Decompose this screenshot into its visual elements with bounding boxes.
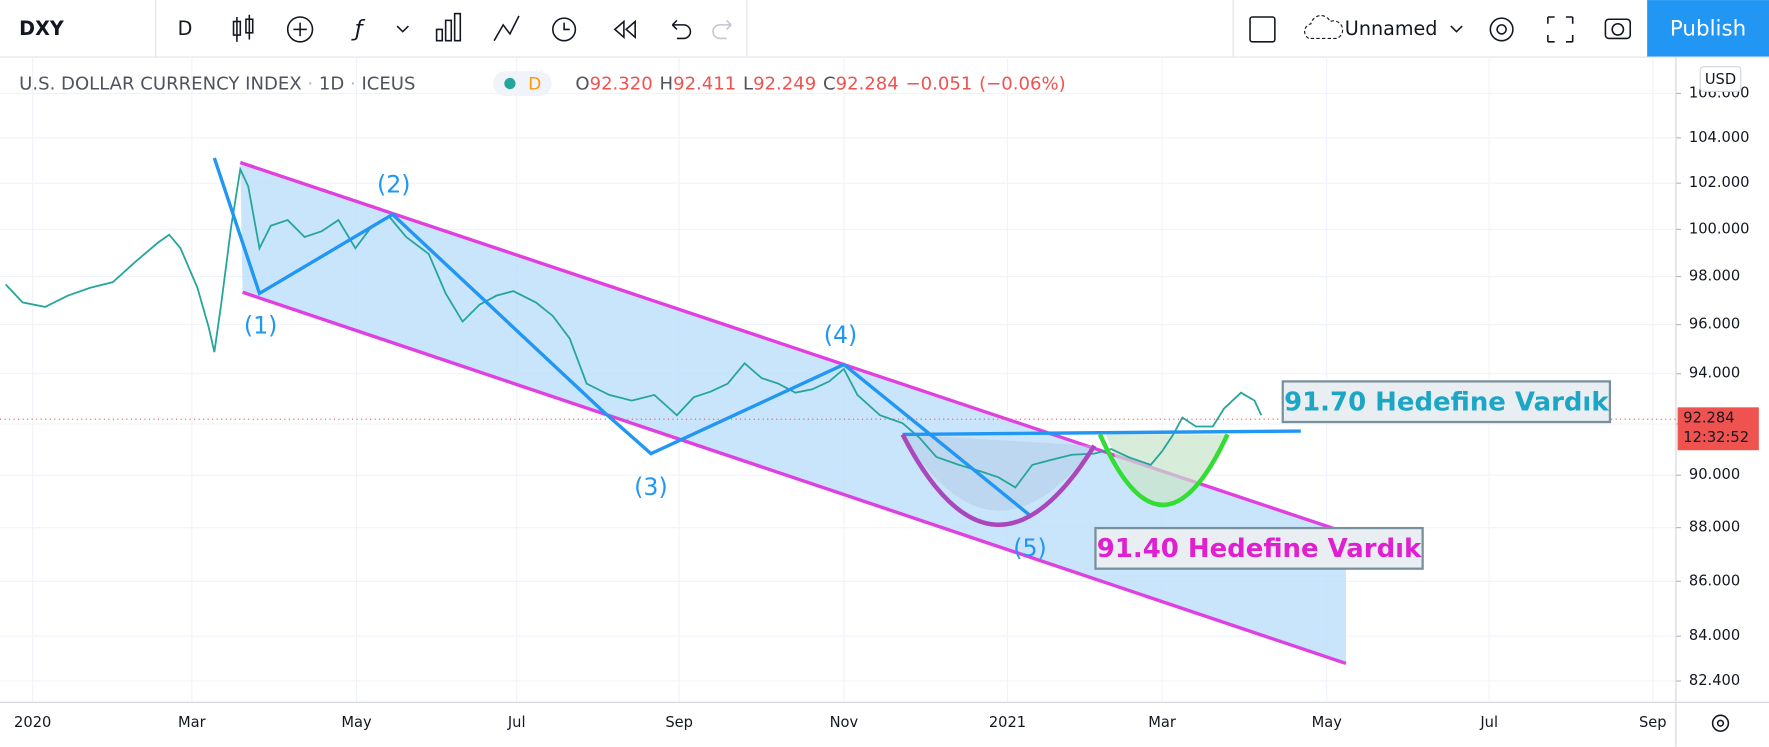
wave-label: (2) — [377, 171, 411, 199]
x-tick-label: Jul — [507, 714, 526, 731]
status-dot — [504, 77, 516, 90]
x-tick-label: Sep — [665, 714, 693, 731]
x-tick-label: 2021 — [989, 714, 1026, 731]
status-badge — [493, 71, 552, 96]
toolbar — [0, 0, 1769, 57]
cup-purple — [900, 433, 1097, 527]
y-tick-label: 100.000 — [1689, 220, 1750, 237]
wave-label: (4) — [824, 321, 858, 349]
x-tick-label: Mar — [178, 714, 207, 731]
replay-button[interactable] — [613, 19, 636, 40]
chart-settings-button[interactable] — [1711, 714, 1730, 732]
publish-button[interactable] — [1647, 0, 1769, 57]
publish-label[interactable]: Publish — [1670, 16, 1746, 41]
indicators-button[interactable]: ƒ — [351, 16, 366, 42]
y-tick-label: 104.000 — [1689, 129, 1750, 146]
x-tick-label: 2020 — [14, 714, 51, 731]
y-tick-label: 94.000 — [1689, 365, 1740, 382]
grid — [0, 57, 1676, 702]
countdown: 12:32:52 — [1683, 429, 1749, 446]
candle-type-button[interactable] — [232, 14, 254, 42]
wave-label: (5) — [1013, 534, 1047, 562]
x-tick-label: Mar — [1148, 714, 1177, 731]
y-tick-label: 90.000 — [1689, 466, 1740, 483]
price-axis: 82.40084.00086.00088.00090.00092.00094.0… — [1676, 84, 1750, 689]
currency-badge[interactable] — [1699, 66, 1742, 93]
badge-label: D — [528, 74, 541, 94]
alert-button[interactable] — [493, 15, 520, 42]
time-axis: 2020 Mar May Jul Sep Nov 2021 Mar May Jul Sep — [14, 714, 1667, 731]
cup-fill — [902, 434, 1095, 511]
interval-button[interactable]: D — [178, 17, 193, 40]
target-box — [1281, 380, 1612, 424]
channel-fill — [240, 162, 1346, 664]
dropdown[interactable] — [396, 25, 409, 33]
legend-name: U.S. DOLLAR CURRENCY INDEX · 1D · ICEUS — [19, 74, 415, 95]
last-price-box — [1677, 407, 1759, 451]
x-tick-label: Jul — [1479, 714, 1498, 731]
last-price: 92.284 — [1683, 410, 1734, 427]
templates-button[interactable] — [435, 12, 462, 42]
wave-label: (1) — [244, 312, 278, 340]
channel-lower — [242, 290, 1347, 666]
undo-button[interactable] — [671, 19, 692, 40]
symbol[interactable]: DXY — [19, 17, 65, 40]
y-tick-label: 82.400 — [1689, 672, 1740, 689]
target-box — [1094, 526, 1424, 570]
settings-button[interactable] — [1489, 17, 1514, 42]
cup-green — [1097, 433, 1230, 508]
neckline — [902, 429, 1301, 437]
x-tick-label: Nov — [830, 714, 859, 731]
fullscreen-button[interactable] — [1547, 16, 1574, 43]
dropdown[interactable] — [1450, 25, 1463, 33]
x-tick-label: May — [341, 714, 372, 731]
ohlc: O92.320 H92.411 L92.249 C92.284 −0.051 (−0.06… — [575, 74, 1065, 95]
cup-fill — [1105, 434, 1228, 505]
y-tick-label: 102.000 — [1689, 174, 1750, 191]
compare-button[interactable] — [286, 16, 314, 43]
wave-line — [212, 157, 1030, 516]
snapshot-button[interactable] — [1604, 18, 1632, 40]
price-trace — [4, 166, 1263, 489]
target-label: 91.70 Hedefine Vardık — [1284, 387, 1609, 417]
y-tick-label: 86.000 — [1689, 572, 1740, 589]
wave-label: (3) — [634, 473, 668, 501]
cloud-icon[interactable] — [1304, 15, 1344, 39]
x-tick-label: May — [1312, 714, 1343, 731]
replay-alarm[interactable] — [552, 17, 577, 42]
y-tick-label: 84.000 — [1689, 627, 1740, 644]
fullscreen-layout[interactable] — [1249, 16, 1276, 43]
layout-name[interactable]: Unnamed — [1345, 17, 1438, 40]
y-tick-label: 96.000 — [1689, 316, 1740, 333]
target-label: 91.40 Hedefine Vardık — [1097, 534, 1422, 564]
redo-button[interactable] — [712, 19, 732, 40]
y-tick-label: 98.000 — [1689, 268, 1740, 285]
x-tick-label: Sep — [1639, 714, 1667, 731]
currency-label: USD — [1705, 71, 1736, 88]
y-tick-label: 88.000 — [1689, 519, 1740, 536]
